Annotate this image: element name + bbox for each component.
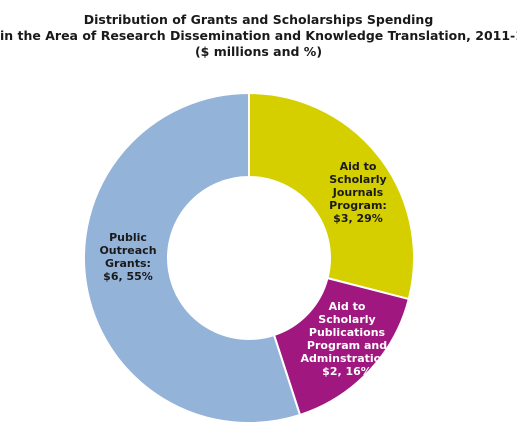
chart-title-line-3: ($ millions and %) — [194, 44, 323, 59]
slice-label-2-line-0: Public — [109, 231, 147, 244]
chart-title-line-1: Distribution of Grants and Scholarships … — [83, 12, 434, 27]
donut-slices — [83, 91, 415, 424]
chart-title: Distribution of Grants and Scholarships … — [0, 12, 517, 60]
slice-label-1: Aid to Scholarly Publications Program and Ad… — [301, 300, 394, 378]
slice-label-2-line-1: Outreach — [99, 244, 156, 257]
donut-slice-0 — [248, 91, 415, 301]
slice-label-1-line-0: Aid to — [329, 300, 366, 313]
chart-title-line-2: in the Area of Research Dissemination an… — [0, 28, 517, 43]
slice-label-0-line-0: Aid to — [340, 160, 377, 173]
slice-label-0: Aid to Scholarly Journals Program: $3, 29% — [329, 160, 387, 225]
slice-label-0-line-2: Journals — [332, 186, 384, 199]
slice-label-2: Public Outreach Grants: $6, 55% — [99, 231, 156, 283]
slice-label-0-line-1: Scholarly — [329, 173, 386, 186]
slice-label-1-line-5: $2, 16% — [322, 365, 372, 378]
donut-slice-1 — [272, 276, 411, 417]
slice-label-1-line-3: Program and — [307, 339, 387, 352]
slice-label-1-line-1: Scholarly — [318, 313, 375, 326]
slice-label-1-line-4: Adminstration: — [301, 352, 394, 365]
slice-label-0-line-4: $3, 29% — [333, 212, 383, 225]
slice-label-2-line-2: Grants: — [105, 257, 151, 270]
slice-label-0-line-3: Program: — [329, 199, 387, 212]
slice-labels: Aid to Scholarly Journals Program: $3, 29%Ai… — [99, 160, 393, 378]
slice-label-2-line-3: $6, 55% — [103, 270, 153, 283]
donut-slice-2 — [83, 91, 302, 424]
slice-label-1-line-2: Publications — [309, 326, 386, 339]
